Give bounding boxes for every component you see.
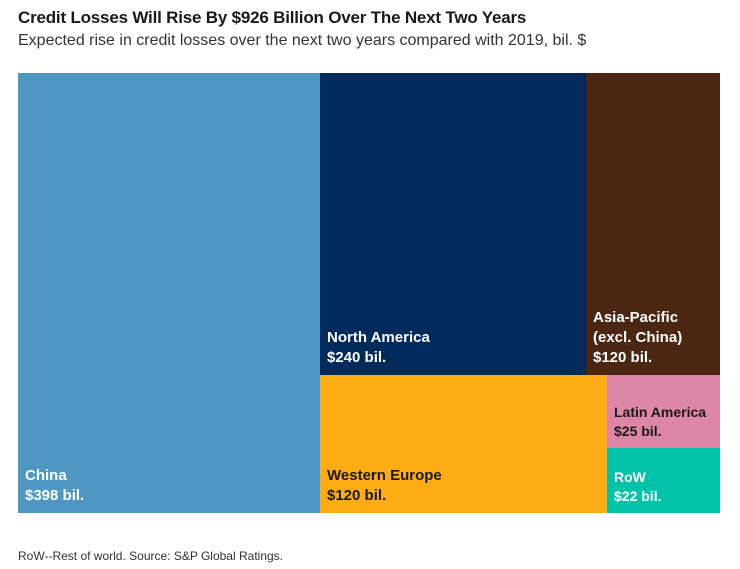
tile-label-row: RoW $22 bil. bbox=[614, 469, 662, 504]
tile-western-europe: Western Europe $120 bil. bbox=[320, 375, 607, 513]
tile-china: China $398 bil. bbox=[18, 73, 320, 513]
tile-label-asia-pacific: Asia-Pacific (excl. China) $120 bil. bbox=[593, 309, 683, 366]
chart-title: Credit Losses Will Rise By $926 Billion … bbox=[18, 8, 527, 27]
tile-label-china: China $398 bil. bbox=[25, 467, 85, 504]
tile-label-north-america: North America $240 bil. bbox=[327, 329, 430, 366]
chart-subtitle: Expected rise in credit losses over the … bbox=[18, 32, 587, 49]
tile-asia-pacific: Asia-Pacific (excl. China) $120 bil. bbox=[586, 73, 720, 375]
tile-row: RoW $22 bil. bbox=[607, 448, 720, 513]
tile-label-western-europe: Western Europe $120 bil. bbox=[327, 467, 442, 504]
footnote: RoW--Rest of world. Source: S&P Global R… bbox=[18, 549, 283, 563]
tile-latin-america: Latin America $25 bil. bbox=[607, 375, 720, 448]
treemap: China $398 bil. North America $240 bil. … bbox=[18, 73, 720, 513]
tile-north-america: North America $240 bil. bbox=[320, 73, 586, 375]
tile-label-latin-america: Latin America $25 bil. bbox=[614, 404, 707, 439]
